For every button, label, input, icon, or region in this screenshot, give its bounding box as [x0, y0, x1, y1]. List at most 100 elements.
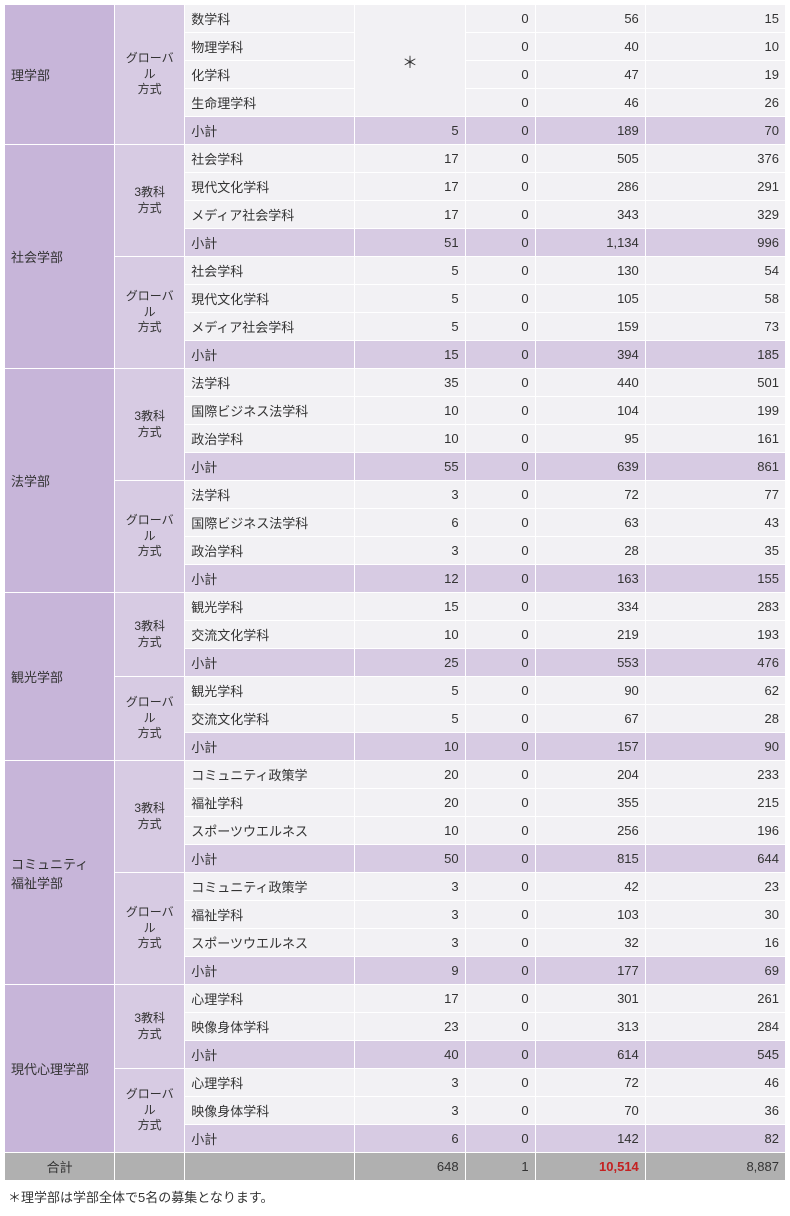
subtotal-label: 小計 — [185, 229, 355, 257]
value-cell: 286 — [535, 173, 645, 201]
subtotal-value: 90 — [645, 733, 785, 761]
subtotal-value: 0 — [465, 957, 535, 985]
dept-cell: 社会学科 — [185, 257, 355, 285]
value-cell: 5 — [355, 677, 465, 705]
value-cell: 3 — [355, 873, 465, 901]
faculty-cell: 法学部 — [5, 369, 115, 593]
value-cell: 0 — [465, 257, 535, 285]
subtotal-value: 157 — [535, 733, 645, 761]
value-cell: 3 — [355, 929, 465, 957]
value-cell: 3 — [355, 901, 465, 929]
value-cell: 23 — [355, 1013, 465, 1041]
subtotal-value: 177 — [535, 957, 645, 985]
value-cell: 72 — [535, 1069, 645, 1097]
subtotal-value: 861 — [645, 453, 785, 481]
value-cell: 10 — [645, 33, 785, 61]
method-cell: グローバル方式 — [115, 481, 185, 593]
subtotal-value: 185 — [645, 341, 785, 369]
dept-cell: 法学科 — [185, 369, 355, 397]
dept-cell: 生命理学科 — [185, 89, 355, 117]
subtotal-value: 0 — [465, 1041, 535, 1069]
value-cell: 291 — [645, 173, 785, 201]
value-cell: 5 — [355, 257, 465, 285]
subtotal-label: 小計 — [185, 341, 355, 369]
value-cell: 199 — [645, 397, 785, 425]
value-cell: 10 — [355, 397, 465, 425]
subtotal-value: 394 — [535, 341, 645, 369]
value-cell: 0 — [465, 1069, 535, 1097]
subtotal-value: 189 — [535, 117, 645, 145]
value-cell: 0 — [465, 509, 535, 537]
value-cell: 10 — [355, 621, 465, 649]
value-cell: 0 — [465, 33, 535, 61]
dept-cell: 物理学科 — [185, 33, 355, 61]
total-value: 8,887 — [645, 1153, 785, 1181]
faculty-cell: 観光学部 — [5, 593, 115, 761]
value-cell: 0 — [465, 1097, 535, 1125]
method-cell: 3教科方式 — [115, 761, 185, 873]
method-cell: 3教科方式 — [115, 593, 185, 677]
dept-cell: メディア社会学科 — [185, 201, 355, 229]
dept-cell: 映像身体学科 — [185, 1013, 355, 1041]
subtotal-value: 0 — [465, 565, 535, 593]
faculty-cell: 現代心理学部 — [5, 985, 115, 1153]
admissions-table: 理学部グローバル方式数学科＊05615物理学科04010化学科04719生命理学… — [4, 4, 786, 1181]
value-cell: 17 — [355, 145, 465, 173]
dept-cell: 社会学科 — [185, 145, 355, 173]
dept-cell: 政治学科 — [185, 425, 355, 453]
subtotal-label: 小計 — [185, 1041, 355, 1069]
subtotal-value: 5 — [355, 117, 465, 145]
value-cell: 0 — [465, 901, 535, 929]
dept-cell: 現代文化学科 — [185, 285, 355, 313]
value-cell: 355 — [535, 789, 645, 817]
value-cell: 62 — [645, 677, 785, 705]
value-cell: 0 — [465, 397, 535, 425]
value-cell: 63 — [535, 509, 645, 537]
subtotal-value: 50 — [355, 845, 465, 873]
subtotal-value: 6 — [355, 1125, 465, 1153]
subtotal-value: 644 — [645, 845, 785, 873]
subtotal-value: 0 — [465, 229, 535, 257]
value-cell: 204 — [535, 761, 645, 789]
value-cell: 95 — [535, 425, 645, 453]
method-cell: 3教科方式 — [115, 985, 185, 1069]
subtotal-value: 0 — [465, 453, 535, 481]
value-cell: 0 — [465, 285, 535, 313]
subtotal-label: 小計 — [185, 1125, 355, 1153]
value-cell: 23 — [645, 873, 785, 901]
subtotal-value: 0 — [465, 117, 535, 145]
value-cell: 104 — [535, 397, 645, 425]
dept-cell: 法学科 — [185, 481, 355, 509]
subtotal-value: 12 — [355, 565, 465, 593]
value-cell: 105 — [535, 285, 645, 313]
value-cell: 5 — [355, 705, 465, 733]
dept-cell: 交流文化学科 — [185, 621, 355, 649]
subtotal-label: 小計 — [185, 565, 355, 593]
subtotal-value: 163 — [535, 565, 645, 593]
value-cell: 301 — [535, 985, 645, 1013]
dept-cell: 心理学科 — [185, 985, 355, 1013]
value-cell: 0 — [465, 5, 535, 33]
value-cell: 3 — [355, 537, 465, 565]
value-cell: 376 — [645, 145, 785, 173]
dept-cell: 映像身体学科 — [185, 1097, 355, 1125]
value-cell: 0 — [465, 985, 535, 1013]
value-cell: 20 — [355, 761, 465, 789]
subtotal-value: 0 — [465, 845, 535, 873]
dept-cell: 国際ビジネス法学科 — [185, 397, 355, 425]
value-cell: 161 — [645, 425, 785, 453]
value-cell: 0 — [465, 677, 535, 705]
dept-cell: 観光学科 — [185, 593, 355, 621]
value-cell: 0 — [465, 61, 535, 89]
subtotal-value: 82 — [645, 1125, 785, 1153]
value-cell: 90 — [535, 677, 645, 705]
value-cell: 30 — [645, 901, 785, 929]
subtotal-value: 0 — [465, 341, 535, 369]
value-cell: 46 — [645, 1069, 785, 1097]
value-cell: 17 — [355, 173, 465, 201]
value-cell: 0 — [465, 145, 535, 173]
dept-cell: スポーツウエルネス — [185, 817, 355, 845]
value-cell: 58 — [645, 285, 785, 313]
subtotal-value: 815 — [535, 845, 645, 873]
faculty-cell: 理学部 — [5, 5, 115, 145]
